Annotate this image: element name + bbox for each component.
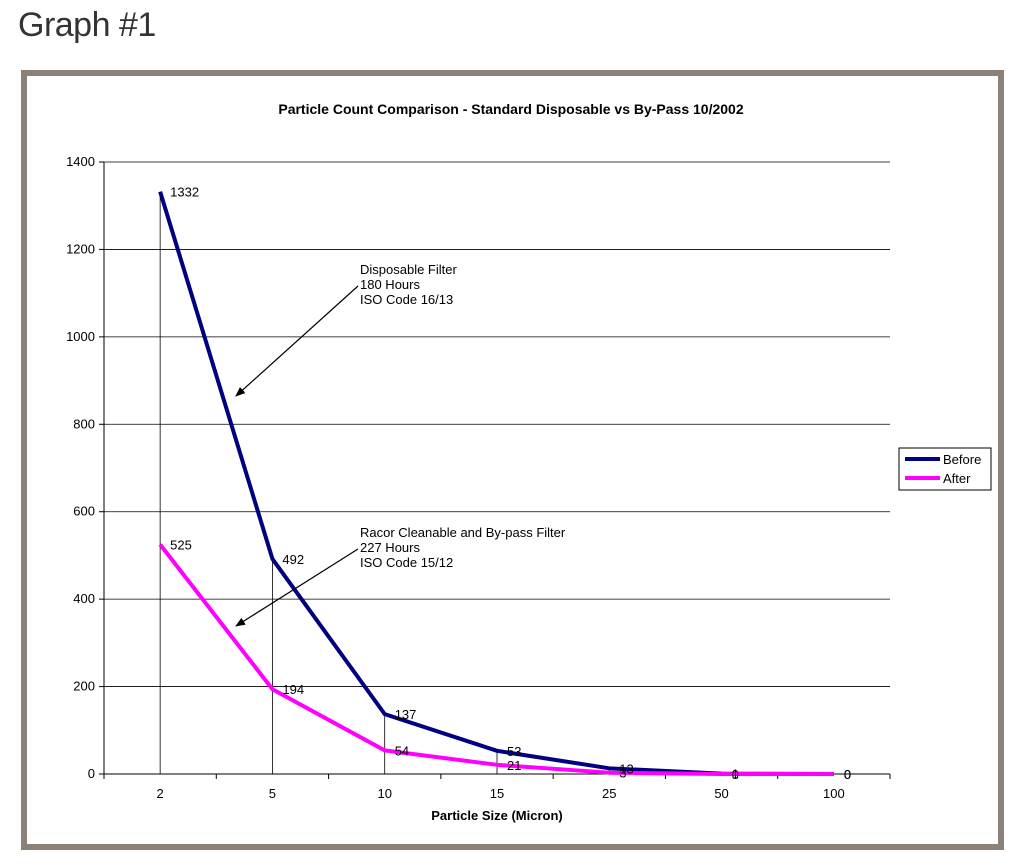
annotation-0-line-0: Disposable Filter [360,262,457,277]
annotation-1-line-2: ISO Code 15/12 [360,555,453,570]
x-tick-label-10: 10 [377,786,391,801]
data-label-before-15: 53 [507,744,521,759]
legend-box [898,447,992,491]
drop-lines [159,191,722,774]
chart-frame [21,70,1004,850]
data-label-after-10: 54 [395,743,409,758]
legend-label-before: Before [943,452,981,467]
x-tick-label-25: 25 [602,786,616,801]
annotation-0-line-1: 180 Hours [360,277,420,292]
data-label-after-2: 525 [170,538,192,553]
data-label-before-2: 1332 [170,185,199,200]
legend-label-after: After [943,471,971,486]
x-axis-title: Particle Size (Micron) [431,808,562,823]
y-tick-label-0: 0 [88,766,95,781]
data-label-before-25: 13 [619,761,633,776]
data-label-before-50: 1 [732,767,739,782]
legend: Before After [898,447,992,491]
data-label-after-50: 0 [732,767,739,782]
x-tick-label-100: 100 [823,786,845,801]
x-tick-labels: 2 5 10 15 25 50 100 [157,786,845,801]
y-tick-label-800: 800 [73,416,95,431]
series-lines [158,191,834,776]
x-tick-label-2: 2 [157,786,164,801]
annotation-1-line-0: Racor Cleanable and By-pass Filter [360,525,566,540]
page-heading: Graph #1 [18,6,156,44]
x-tick-label-50: 50 [714,786,728,801]
series-line-after [158,543,834,776]
y-tick-label-600: 600 [73,504,95,519]
annotation-1-line-1: 227 Hours [360,540,420,555]
data-label-after-5: 194 [282,682,304,697]
y-tick-label-400: 400 [73,591,95,606]
gridlines [104,161,890,687]
y-tick-label-200: 200 [73,679,95,694]
data-label-after-25: 3 [619,766,626,781]
data-label-before-10: 137 [395,707,417,722]
y-tick-labels: 0 200 400 600 800 1000 1200 1400 [66,154,95,781]
annotation-arrow-1 [235,548,359,627]
annotation-0-line-2: ISO Code 16/13 [360,292,453,307]
annotation-arrow-0 [235,285,359,397]
x-tick-label-5: 5 [269,786,276,801]
data-label-before-5: 492 [282,552,304,567]
x-tick-label-15: 15 [490,786,504,801]
data-label-after-100: 0 [844,767,851,782]
y-tick-label-1000: 1000 [66,329,95,344]
y-tick-label-1200: 1200 [66,241,95,256]
chart-title: Particle Count Comparison - Standard Dis… [278,101,743,117]
data-label-before-100: 0 [844,767,851,782]
data-label-after-15: 21 [507,758,521,773]
y-tick-label-1400: 1400 [66,154,95,169]
